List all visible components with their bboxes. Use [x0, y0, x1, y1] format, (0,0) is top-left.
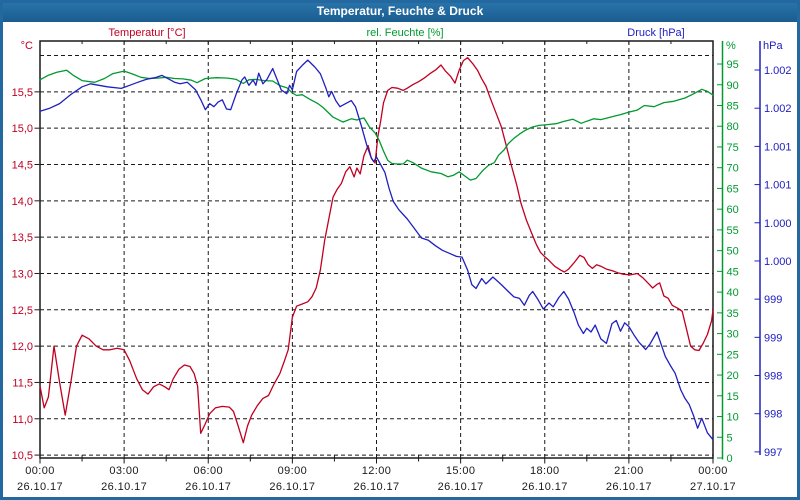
pressure-tick-label: 997 — [764, 447, 782, 459]
pressure-tick-label: 1.000 — [764, 218, 792, 230]
pressure-axis: 1.002 1.002 1.001 1.001 1.000 1.000 999 999 998 9… — [754, 41, 792, 459]
x-tick-date-label: 26.10.17 — [101, 481, 147, 493]
x-tick-date-label: 26.10.17 — [606, 481, 652, 493]
humidity-tick-label: 15 — [727, 391, 739, 403]
x-tick-time-label: 03:00 — [109, 465, 139, 477]
legend-temperature: Temperatur [°C] — [108, 27, 185, 39]
humidity-tick-label: 5 — [727, 432, 733, 444]
temperature-tick-label: 11,5 — [12, 377, 33, 389]
humidity-tick-label: 30 — [727, 329, 739, 341]
humidity-tick-label: 25 — [727, 349, 739, 361]
temperature-tick-label: 12,5 — [12, 305, 33, 317]
pressure-tick-label: 998 — [764, 371, 782, 383]
humidity-tick-label: 35 — [727, 308, 739, 320]
x-tick-time-label: 18:00 — [530, 465, 560, 477]
pressure-tick-label: 1.000 — [764, 256, 792, 268]
x-tick-date-label: 26.10.17 — [438, 481, 484, 493]
x-tick-time-label: 09:00 — [278, 465, 308, 477]
x-tick-date-label: 26.10.17 — [17, 481, 63, 493]
temperature-tick-label: 15,0 — [12, 123, 33, 135]
humidity-axis-unit: % — [726, 40, 736, 52]
temperature-axis-unit: °C — [21, 40, 33, 52]
legend-pressure: Druck [hPa] — [627, 27, 684, 39]
temperature-tick-label: 13,0 — [12, 268, 33, 280]
pressure-tick-label: 1.002 — [764, 65, 792, 77]
humidity-tick-label: 90 — [727, 80, 739, 92]
pressure-tick-label: 999 — [764, 332, 782, 344]
temperature-series — [39, 57, 714, 444]
humidity-tick-label: 45 — [727, 266, 739, 278]
pressure-series — [39, 59, 714, 441]
x-tick-date-label: 27.10.17 — [690, 481, 736, 493]
humidity-tick-label: 55 — [727, 225, 739, 237]
pressure-axis-unit: hPa — [763, 40, 783, 52]
x-tick-time-label: 15:00 — [446, 465, 476, 477]
plot-border — [39, 40, 714, 459]
window-title: Temperatur, Feuchte & Druck — [316, 4, 484, 18]
humidity-tick-label: 70 — [727, 163, 739, 175]
humidity-tick-label: 20 — [727, 370, 739, 382]
title-bar: Temperatur, Feuchte & Druck — [0, 0, 800, 22]
x-tick-date-label: 26.10.17 — [269, 481, 315, 493]
humidity-tick-label: 0 — [727, 453, 733, 465]
temperature-tick-label: 14,5 — [12, 160, 33, 172]
x-tick-time-label: 12:00 — [362, 465, 392, 477]
humidity-tick-label: 40 — [727, 287, 739, 299]
pressure-tick-label: 998 — [764, 409, 782, 421]
pressure-tick-label: 999 — [764, 294, 782, 306]
x-tick-date-label: 26.10.17 — [185, 481, 231, 493]
x-tick-time-label: 21:00 — [614, 465, 644, 477]
temperature-tick-label: 10,5 — [12, 450, 33, 462]
humidity-tick-label: 75 — [727, 142, 739, 154]
x-tick-time-label: 06:00 — [193, 465, 223, 477]
humidity-tick-label: 50 — [727, 246, 739, 258]
humidity-tick-label: 80 — [727, 121, 739, 133]
x-tick-time-label: 00:00 — [25, 465, 55, 477]
humidity-tick-label: 85 — [727, 100, 739, 112]
pressure-tick-label: 1.001 — [764, 141, 792, 153]
pressure-tick-label: 1.002 — [764, 103, 792, 115]
pressure-tick-label: 1.001 — [764, 180, 792, 192]
humidity-tick-label: 60 — [727, 204, 739, 216]
temperature-tick-label: 14,0 — [12, 196, 33, 208]
temperature-tick-label: 11,0 — [12, 414, 33, 426]
x-tick-date-label: 26.10.17 — [353, 481, 399, 493]
humidity-tick-label: 10 — [727, 412, 739, 424]
gridlines — [40, 41, 713, 458]
legend-humidity: rel. Feuchte [%] — [366, 27, 443, 39]
x-tick-time-label: 00:00 — [698, 465, 728, 477]
temperature-tick-label: 15,5 — [12, 87, 33, 99]
temperature-tick-label: 13,5 — [12, 232, 33, 244]
humidity-series — [39, 69, 714, 181]
x-tick-date-label: 26.10.17 — [522, 481, 568, 493]
x-axis: 00:00 26.10.17 03:00 26.10.17 06:00 26.10.17 0… — [17, 41, 736, 493]
temperature-axis: 15,5 15,0 14,5 14,0 13,5 13,0 12,5 12,0 11,5 11,0… — [12, 87, 40, 462]
humidity-tick-label: 65 — [727, 183, 739, 195]
humidity-tick-label: 95 — [727, 59, 739, 71]
temperature-tick-label: 12,0 — [12, 341, 33, 353]
